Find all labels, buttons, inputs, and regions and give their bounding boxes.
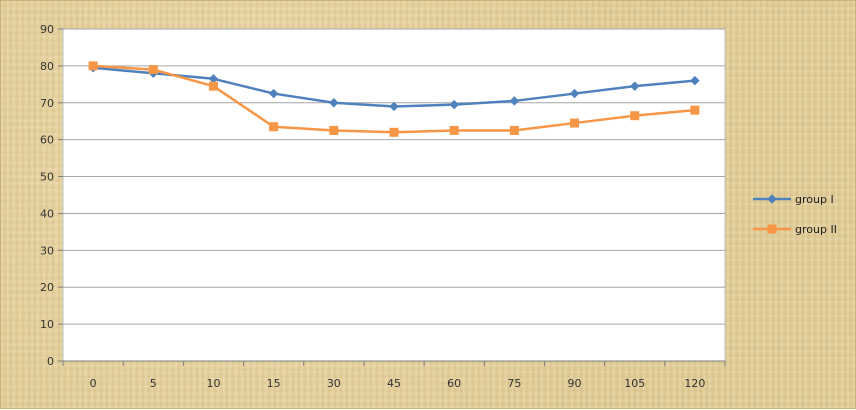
legend-marker xyxy=(767,224,777,234)
legend: group I group II xyxy=(753,193,837,236)
data-point xyxy=(269,122,279,132)
data-point xyxy=(389,101,399,112)
x-tick-label: 45 xyxy=(387,377,401,390)
y-tick-label: 90 xyxy=(40,23,54,36)
y-tick-label: 40 xyxy=(40,207,54,220)
data-point xyxy=(509,125,519,135)
legend-entry: group I xyxy=(753,193,834,206)
y-tick-label: 50 xyxy=(40,171,54,184)
x-tick-label: 75 xyxy=(507,377,521,390)
legend-label: group I xyxy=(795,193,834,206)
y-tick-label: 30 xyxy=(40,244,54,257)
x-tick-label: 15 xyxy=(267,377,281,390)
data-point xyxy=(570,118,580,128)
data-point xyxy=(268,88,279,99)
data-point xyxy=(509,96,520,106)
series-layer xyxy=(88,61,700,137)
data-point xyxy=(329,125,339,135)
x-tick-label: 105 xyxy=(624,377,645,390)
x-tick-label: 90 xyxy=(568,377,582,390)
x-tick-label: 0 xyxy=(90,377,97,390)
data-point xyxy=(690,105,700,115)
data-point xyxy=(208,81,218,91)
data-point xyxy=(88,61,98,71)
y-axis-ticks: 0 10 20 30 40 50 60 70 80 90 xyxy=(40,23,63,368)
data-point xyxy=(569,88,580,99)
y-tick-label: 80 xyxy=(40,60,54,73)
x-tick-label: 10 xyxy=(206,377,220,390)
y-tick-label: 0 xyxy=(47,355,54,368)
x-tick-label: 5 xyxy=(150,377,157,390)
x-axis-ticks: 0 5 10 15 30 45 60 75 90 105 120 xyxy=(62,360,726,390)
data-point xyxy=(329,98,339,108)
y-tick-label: 60 xyxy=(40,134,54,147)
y-tick-label: 70 xyxy=(40,97,54,110)
x-tick-label: 60 xyxy=(447,377,461,390)
gridlines xyxy=(63,28,725,325)
data-point xyxy=(148,65,158,75)
legend-label: group II xyxy=(795,223,837,236)
plot-area xyxy=(62,28,726,362)
data-point xyxy=(630,81,640,91)
y-tick-label: 10 xyxy=(40,318,54,331)
data-point xyxy=(449,99,459,110)
series-1 xyxy=(88,63,700,112)
y-tick-label: 20 xyxy=(40,281,54,294)
series-2 xyxy=(88,61,700,137)
x-tick-label: 30 xyxy=(327,377,341,390)
data-point xyxy=(389,127,399,137)
legend-entry: group II xyxy=(753,223,837,236)
legend-marker xyxy=(767,194,777,204)
data-point xyxy=(690,75,700,86)
data-point xyxy=(449,125,459,135)
x-tick-label: 120 xyxy=(684,377,705,390)
data-point xyxy=(630,111,640,121)
